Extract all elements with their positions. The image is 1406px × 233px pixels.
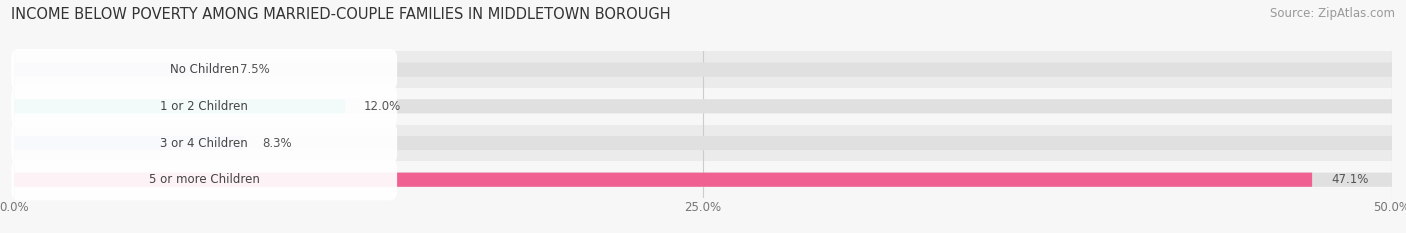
FancyBboxPatch shape	[14, 62, 1392, 77]
Text: 3 or 4 Children: 3 or 4 Children	[160, 137, 247, 150]
FancyBboxPatch shape	[14, 173, 1392, 187]
Text: 1 or 2 Children: 1 or 2 Children	[160, 100, 247, 113]
Text: 7.5%: 7.5%	[240, 63, 270, 76]
FancyBboxPatch shape	[11, 122, 396, 164]
FancyBboxPatch shape	[14, 62, 221, 77]
Text: INCOME BELOW POVERTY AMONG MARRIED-COUPLE FAMILIES IN MIDDLETOWN BOROUGH: INCOME BELOW POVERTY AMONG MARRIED-COUPL…	[11, 7, 671, 22]
Bar	[14, 88, 1392, 125]
Text: 47.1%: 47.1%	[1331, 173, 1368, 186]
FancyBboxPatch shape	[14, 173, 1312, 187]
Bar	[14, 161, 1392, 198]
FancyBboxPatch shape	[14, 99, 344, 113]
FancyBboxPatch shape	[14, 136, 1392, 150]
Text: No Children: No Children	[170, 63, 239, 76]
Bar	[14, 51, 1392, 88]
FancyBboxPatch shape	[11, 159, 396, 200]
FancyBboxPatch shape	[14, 136, 243, 150]
FancyBboxPatch shape	[14, 99, 1392, 113]
Text: 12.0%: 12.0%	[364, 100, 401, 113]
Text: 5 or more Children: 5 or more Children	[149, 173, 260, 186]
FancyBboxPatch shape	[11, 49, 396, 90]
Bar	[14, 125, 1392, 161]
Text: 8.3%: 8.3%	[262, 137, 291, 150]
FancyBboxPatch shape	[11, 86, 396, 127]
Text: Source: ZipAtlas.com: Source: ZipAtlas.com	[1270, 7, 1395, 20]
